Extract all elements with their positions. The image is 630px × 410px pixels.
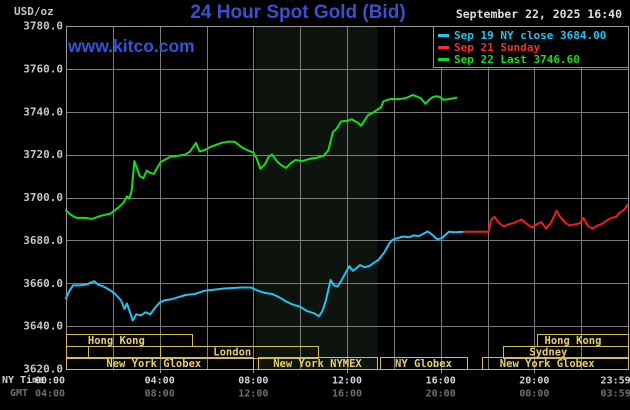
legend-label: Sep 22 Last 3746.60 <box>454 53 580 66</box>
session-box-unlabeled <box>88 346 161 359</box>
y-tick-label: 3780.0 <box>23 20 63 33</box>
ny-time-tick-label: 04:00 <box>145 376 175 387</box>
ny-time-tick-label: 23:59 <box>601 376 630 387</box>
session-label: London <box>213 346 251 358</box>
y-tick-label: 3720.0 <box>23 148 63 161</box>
y-axis-labels: 3620.0 3640.0 3660.0 3680.0 3700.0 3720.0 3740… <box>23 20 63 376</box>
y-tick-label: 3740.0 <box>23 105 63 118</box>
session-label: Hong Kong <box>545 335 602 347</box>
session-label: Sydney <box>529 346 568 358</box>
session-label: Hong Kong <box>88 335 145 347</box>
y-tick-label: 3760.0 <box>23 62 63 75</box>
session-label: NY Globex <box>395 358 453 370</box>
sep21-line-swatch-icon <box>438 46 449 49</box>
session-label: New York Globex <box>500 358 596 370</box>
legend-item-sep19: Sep 19 NY close 3684.00 <box>438 29 607 42</box>
x-axis-labels: 00:00 04:00 04:00 08:00 08:00 12:00 12:00 16:00… <box>35 376 630 400</box>
gmt-axis-label: GMT <box>10 388 29 399</box>
nymex-session-band <box>256 26 378 369</box>
ny-time-tick-label: 00:00 <box>35 376 65 387</box>
sep22-line-swatch-icon <box>438 58 449 61</box>
y-tick-label: 3640.0 <box>23 320 63 333</box>
y-tick-label: 3620.0 <box>23 363 63 376</box>
session-box-sydney <box>503 346 629 359</box>
price-line-sep22 <box>65 94 458 220</box>
legend-label: Sep 19 NY close 3684.00 <box>454 29 607 42</box>
session-box-ny-globex <box>380 357 468 370</box>
gmt-tick-label: 08:00 <box>145 389 175 400</box>
gmt-tick-label: 03:59 <box>601 389 630 400</box>
session-box-new-york-globex <box>66 357 254 370</box>
ny-time-axis-label: NY Time <box>2 375 45 386</box>
gmt-tick-label: 12:00 <box>238 389 268 400</box>
gmt-tick-label: 16:00 <box>332 389 362 400</box>
sep19-line-swatch-icon <box>438 34 449 37</box>
y-tick-label: 3660.0 <box>23 277 63 290</box>
session-box-new-york-globex <box>482 357 629 370</box>
session-label: New York NYMEX <box>273 358 362 370</box>
gmt-tick-label: 00:00 <box>519 389 549 400</box>
page-title: 24 Hour Spot Gold (Bid) <box>190 2 406 23</box>
ny-time-tick-label: 20:00 <box>519 376 549 387</box>
y-axis-units-label: USD/oz <box>14 5 54 18</box>
chart-legend: Sep 19 NY close 3684.00 Sep 21 Sunday Se… <box>433 27 628 68</box>
session-box-new-york-nymex <box>258 357 378 370</box>
session-box-london <box>160 346 319 359</box>
gmt-tick-label: 04:00 <box>35 389 65 400</box>
y-tick-label: 3680.0 <box>23 234 63 247</box>
ny-time-tick-label: 08:00 <box>238 376 268 387</box>
gridlines <box>66 26 628 369</box>
legend-item-sep22: Sep 22 Last 3746.60 <box>438 53 580 66</box>
chart-datetime: September 22, 2025 16:40 <box>455 7 622 21</box>
ny-time-tick-label: 16:00 <box>426 376 456 387</box>
price-line-sep21 <box>463 204 629 233</box>
gmt-tick-label: 20:00 <box>426 389 456 400</box>
ny-time-tick-label: 12:00 <box>332 376 362 387</box>
session-label: New York Globex <box>106 358 202 370</box>
y-tick-label: 3700.0 <box>23 191 63 204</box>
legend-label: Sep 21 Sunday <box>454 41 541 54</box>
legend-item-sep21: Sep 21 Sunday <box>438 41 541 54</box>
session-box-unlabeled <box>66 346 89 359</box>
kitco-watermark-link[interactable]: www.kitco.com <box>68 36 195 56</box>
price-line-sep19 <box>65 230 466 322</box>
